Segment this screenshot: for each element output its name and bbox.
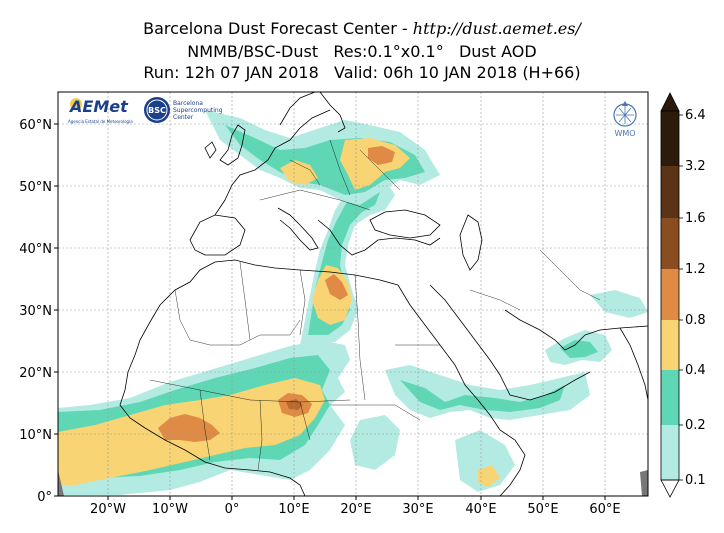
- colorbar-extend-max: [660, 92, 680, 112]
- lat-tick-label: 50°N: [19, 180, 52, 195]
- aemet-logo: AEMet Agencia Estatal de Meteorología: [68, 97, 133, 124]
- model-info: NMMB/BSC-Dust Res:0.1°x0.1° Dust AOD: [187, 42, 537, 61]
- axis-ticks: [54, 123, 606, 500]
- colorbar-label: 3.2: [685, 159, 706, 174]
- dust-iran-light: [590, 290, 648, 318]
- coastlines: [119, 92, 648, 496]
- nodata-corner-left: [58, 470, 64, 496]
- lat-tick-label: 0°: [37, 490, 52, 505]
- lon-tick-labels: 20°W 10°W 0° 10°E 20°E 30°E 40°E 50°E 60…: [90, 502, 621, 517]
- colorbar-segment: [661, 425, 679, 480]
- colorbar-label: 0.8: [685, 313, 706, 328]
- lon-tick-label: 30°E: [402, 502, 433, 517]
- dust-east-africa-yellow: [478, 465, 500, 487]
- dust-core-mali: [158, 414, 220, 442]
- map-title: Barcelona Dust Forecast Center - http://…: [0, 19, 724, 39]
- colorbar-segment: [661, 370, 679, 425]
- lat-tick-label: 20°N: [19, 366, 52, 381]
- lon-tick-label: 10°E: [278, 502, 309, 517]
- lat-tick-label: 10°N: [19, 428, 52, 443]
- bsc-logo: BSC Barcelona Supercomputing Center: [144, 97, 223, 123]
- lon-tick-label: 60°E: [589, 502, 620, 517]
- dust-layer: [58, 110, 648, 495]
- title-prefix: Barcelona Dust Forecast Center -: [143, 19, 413, 38]
- bsc-badge-text: BSC: [148, 106, 166, 115]
- lon-tick-label: 20°E: [340, 502, 371, 517]
- aemet-logo-subtitle: Agencia Estatal de Meteorología: [68, 119, 133, 124]
- colorbar-label: 1.2: [685, 262, 706, 277]
- map-grid: [58, 92, 648, 496]
- lat-tick-label: 30°N: [19, 304, 52, 319]
- lon-tick-label: 50°E: [527, 502, 558, 517]
- bsc-name-line1: Barcelona: [173, 100, 203, 107]
- colorbar-label: 0.4: [685, 363, 706, 378]
- colorbar-segment: [661, 111, 679, 166]
- colorbar-label: 0.1: [685, 473, 706, 488]
- colorbar-label: 6.4: [685, 108, 706, 123]
- colorbar: 6.4 3.2 1.6 1.2 0.8 0.4 0.2 0.1: [660, 92, 706, 498]
- lon-tick-label: 20°W: [90, 502, 126, 517]
- dust-core-libya: [325, 274, 348, 300]
- dust-nile-light: [350, 415, 400, 470]
- nodata-corner-right: [640, 470, 648, 496]
- title-url: http://dust.aemet.es/: [412, 19, 581, 38]
- lon-tick-label: 0°: [225, 502, 240, 517]
- colorbar-segment: [661, 320, 679, 370]
- lon-tick-label: 40°E: [465, 502, 496, 517]
- lat-tick-label: 40°N: [19, 242, 52, 257]
- colorbar-label: 1.6: [685, 211, 706, 226]
- colorbar-segment: [661, 218, 679, 269]
- wmo-logo: WMO: [613, 101, 637, 138]
- bsc-name-line2: Supercomputing: [173, 107, 223, 114]
- dust-europe-yellow: [280, 160, 318, 185]
- map-frame: [57, 91, 649, 497]
- aemet-logo-text: AEMet: [68, 97, 129, 116]
- run-info: Run: 12h 07 JAN 2018 Valid: 06h 10 JAN 2…: [143, 63, 581, 82]
- colorbar-segment: [661, 166, 679, 218]
- dust-east-africa-light: [455, 430, 515, 492]
- wmo-logo-text: WMO: [614, 129, 635, 138]
- colorbar-segment: [661, 269, 679, 320]
- dust-core-russia: [368, 146, 395, 165]
- lat-tick-labels: 0° 10°N 20°N 30°N 40°N 50°N 60°N: [19, 118, 52, 505]
- colorbar-extend-min: [660, 479, 680, 498]
- colorbar-label: 0.2: [685, 418, 706, 433]
- country-borders: [149, 139, 601, 471]
- lon-tick-label: 10°W: [152, 502, 188, 517]
- dust-gulf-medium: [560, 340, 598, 358]
- dust-arabia-medium: [400, 380, 565, 412]
- lat-tick-label: 60°N: [19, 118, 52, 133]
- bsc-name-line3: Center: [173, 114, 194, 121]
